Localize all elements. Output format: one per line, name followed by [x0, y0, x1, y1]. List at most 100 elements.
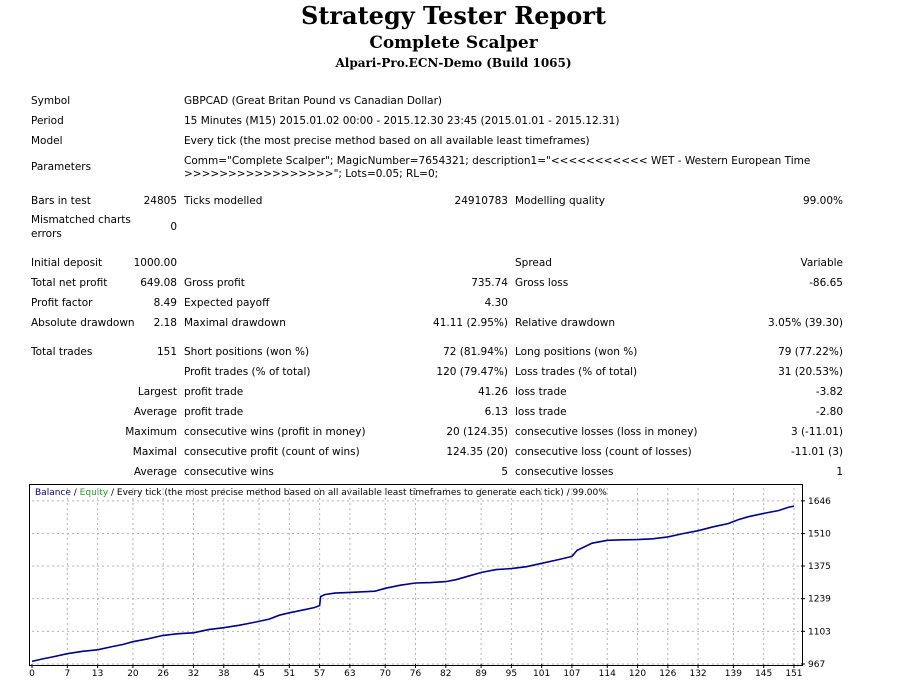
x-tick-label: 51 — [284, 669, 295, 679]
symbol-label: Symbol — [31, 95, 71, 107]
gross-profit-label: Gross profit — [184, 277, 245, 289]
maximal-label: Maximal — [132, 446, 177, 458]
parameters-label: Parameters — [31, 161, 92, 173]
y-tick-label: 1239 — [808, 595, 831, 605]
largest-profit-label: profit trade — [184, 386, 244, 398]
max-drawdown-value: 41.11 (2.95%) — [433, 317, 508, 329]
max-cons-wins-value: 20 (124.35) — [446, 426, 508, 438]
bars-label: Bars in test — [31, 195, 91, 207]
ticks-label: Ticks modelled — [184, 195, 263, 207]
short-positions-label: Short positions (won %) — [184, 346, 310, 358]
x-tick-label: 139 — [725, 669, 742, 679]
max-cons-losses-value: 3 (-11.01) — [790, 426, 843, 438]
profit-factor-label: Profit factor — [31, 297, 93, 309]
payoff-value: 4.30 — [484, 297, 508, 309]
x-tick-label: 63 — [344, 669, 355, 679]
abs-drawdown-value: 2.18 — [153, 317, 177, 329]
gross-profit-value: 735.74 — [471, 277, 508, 289]
average-loss-label: loss trade — [515, 406, 567, 418]
total-trades-label: Total trades — [31, 346, 93, 358]
x-tick-label: 120 — [629, 669, 646, 679]
legend-separator: / — [70, 488, 80, 498]
x-tick-label: 145 — [755, 669, 772, 679]
period-label: Period — [31, 115, 64, 127]
x-tick-label: 126 — [659, 669, 676, 679]
server-build: Alpari-Pro.ECN-Demo (Build 1065) — [335, 56, 572, 70]
x-tick-label: 38 — [218, 669, 230, 679]
symbol-value: GBPCAD (Great Britan Pound vs Canadian D… — [184, 95, 443, 107]
legend-balance: Balance — [35, 488, 71, 498]
model-label: Model — [31, 135, 63, 147]
rel-drawdown-label: Relative drawdown — [515, 317, 616, 329]
long-positions-label: Long positions (won %) — [515, 346, 638, 358]
spread-label: Spread — [515, 257, 552, 269]
x-tick-label: 13 — [92, 669, 103, 679]
gross-loss-value: -86.65 — [809, 277, 843, 289]
average-cons-label: Average — [133, 466, 177, 478]
y-tick-label: 1103 — [808, 627, 831, 637]
x-tick-label: 32 — [188, 669, 199, 679]
x-tick-label: 101 — [533, 669, 550, 679]
deposit-label: Initial deposit — [31, 257, 103, 269]
short-positions-value: 72 (81.94%) — [443, 346, 508, 358]
chart-legend: Balance / Equity / Every tick (the most … — [35, 488, 607, 498]
largest-loss-label: loss trade — [515, 386, 567, 398]
y-tick-label: 1375 — [808, 562, 831, 572]
x-tick-label: 114 — [599, 669, 616, 679]
maximal-cons-loss-label: consecutive loss (count of losses) — [515, 446, 692, 458]
ticks-value: 24910783 — [454, 195, 508, 207]
net-profit-value: 649.08 — [140, 277, 177, 289]
long-positions-value: 79 (77.22%) — [778, 346, 843, 358]
model-value: Every tick (the most precise method base… — [184, 135, 590, 147]
mismatch-value: 0 — [170, 221, 177, 233]
deposit-value: 1000.00 — [133, 257, 177, 269]
average-profit-value: 6.13 — [484, 406, 508, 418]
max-cons-losses-label: consecutive losses (loss in money) — [515, 426, 698, 438]
profit-trades-label: Profit trades (% of total) — [184, 366, 311, 378]
largest-profit-value: 41.26 — [477, 386, 508, 398]
x-tick-label: 7 — [64, 669, 70, 679]
abs-drawdown-label: Absolute drawdown — [31, 317, 135, 329]
y-tick-label: 1646 — [808, 497, 831, 507]
profit-factor-value: 8.49 — [153, 297, 177, 309]
report-subtitle: Complete Scalper — [369, 33, 538, 53]
legend-description: / Every tick (the most precise method ba… — [108, 488, 607, 498]
total-trades-value: 151 — [156, 346, 177, 358]
loss-trades-label: Loss trades (% of total) — [515, 366, 638, 378]
avg-cons-wins-label: consecutive wins — [184, 466, 274, 478]
x-tick-label: 89 — [475, 669, 487, 679]
rel-drawdown-value: 3.05% (39.30) — [768, 317, 843, 329]
x-tick-label: 20 — [127, 669, 139, 679]
max-drawdown-label: Maximal drawdown — [184, 317, 286, 329]
maximal-cons-loss-value: -11.01 (3) — [790, 446, 843, 458]
avg-cons-wins-value: 5 — [501, 466, 508, 478]
largest-label: Largest — [137, 386, 177, 398]
average-loss-value: -2.80 — [815, 406, 843, 418]
x-tick-label: 151 — [785, 669, 802, 679]
y-tick-label: 967 — [808, 660, 825, 670]
loss-trades-value: 31 (20.53%) — [778, 366, 843, 378]
x-tick-label: 26 — [157, 669, 169, 679]
x-tick-label: 107 — [563, 669, 580, 679]
balance-chart-frame — [29, 484, 803, 666]
payoff-label: Expected payoff — [184, 297, 270, 309]
mismatch-label-1: Mismatched charts — [31, 214, 131, 226]
x-tick-label: 0 — [29, 669, 35, 679]
y-tick-label: 1510 — [808, 530, 831, 540]
x-tick-label: 132 — [689, 669, 706, 679]
profit-trades-value: 120 (79.47%) — [436, 366, 508, 378]
x-tick-label: 70 — [379, 669, 391, 679]
quality-value: 99.00% — [802, 195, 843, 207]
avg-cons-losses-value: 1 — [836, 466, 843, 478]
legend-equity: Equity — [79, 488, 109, 498]
max-cons-wins-label: consecutive wins (profit in money) — [184, 426, 366, 438]
parameters-line-1: Comm="Complete Scalper"; MagicNumber=765… — [184, 155, 811, 167]
gross-loss-label: Gross loss — [515, 277, 569, 289]
avg-cons-losses-label: consecutive losses — [515, 466, 614, 478]
net-profit-label: Total net profit — [31, 277, 108, 289]
period-value: 15 Minutes (M15) 2015.01.02 00:00 - 2015… — [184, 115, 620, 127]
x-tick-label: 57 — [314, 669, 325, 679]
x-tick-label: 82 — [440, 669, 451, 679]
x-tick-label: 76 — [410, 669, 422, 679]
maximal-cons-profit-label: consecutive profit (count of wins) — [184, 446, 360, 458]
